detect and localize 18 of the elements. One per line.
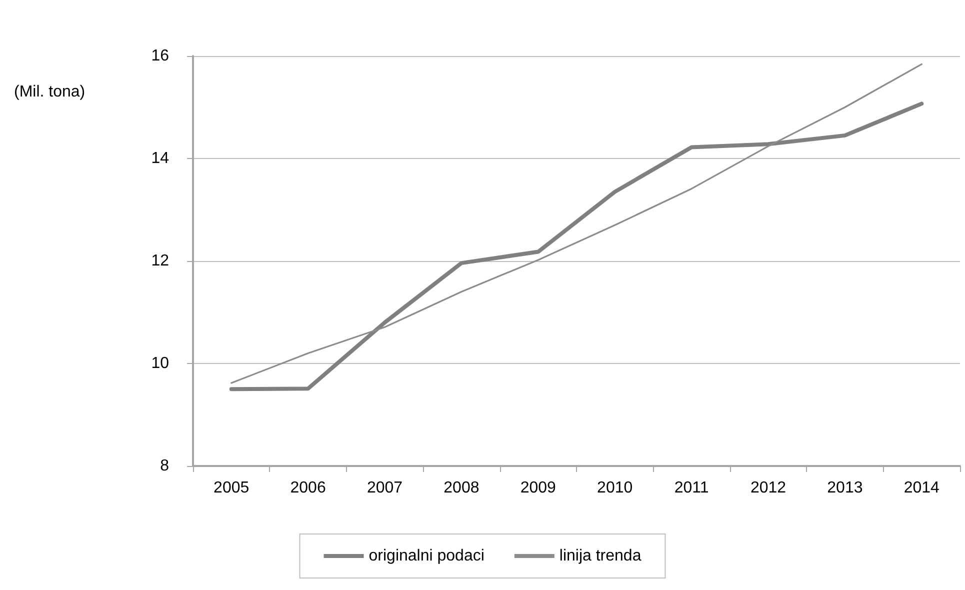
- legend-label: originalni podaci: [368, 548, 484, 564]
- x-tick-label: 2009: [520, 480, 556, 496]
- x-tick-label: 2011: [674, 480, 709, 496]
- x-tick-label: 2012: [750, 480, 786, 496]
- y-tick-label: 10: [151, 355, 170, 372]
- x-tick-label: 2013: [827, 480, 863, 496]
- y-axis-title: (Mil. tona): [14, 84, 86, 100]
- y-tick-label: 8: [160, 458, 170, 474]
- x-tick-label: 2010: [597, 480, 633, 496]
- x-tick-label: 2005: [214, 480, 250, 496]
- y-tick-label: 16: [151, 48, 170, 64]
- legend-label: linija trenda: [559, 548, 642, 564]
- y-tick-label: 14: [151, 150, 170, 167]
- x-tick-label: 2007: [366, 480, 403, 496]
- x-tick-label: 2006: [290, 480, 326, 496]
- x-tick-label: 2014: [904, 480, 940, 496]
- y-tick-label: 12: [151, 252, 170, 270]
- x-tick-label: 2008: [444, 480, 480, 496]
